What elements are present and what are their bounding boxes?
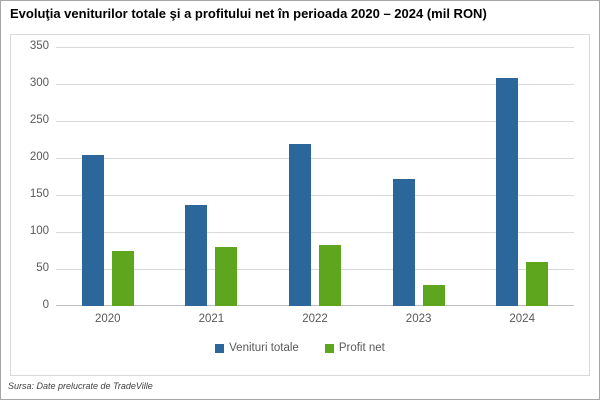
bar-profit-2021: [215, 246, 238, 306]
gridline-100: [56, 232, 574, 233]
y-tick-label-200: 200: [29, 151, 49, 163]
legend-item-venituri: Venituri totale: [215, 342, 299, 354]
y-axis: 0 50 100 150 200 250 300 350: [11, 40, 49, 311]
legend-label-venituri: Venituri totale: [229, 342, 299, 354]
bar-profit-2022: [319, 244, 341, 306]
bar-venituri-2024: [496, 78, 519, 306]
bar-venituri-2020: [81, 155, 104, 306]
chart-title: Evoluţia veniturilor totale şi a profitu…: [10, 6, 487, 21]
bar-profit-2020: [111, 250, 134, 306]
gridline-300: [56, 84, 574, 85]
gridline-50: [56, 269, 574, 270]
y-tick-label-150: 150: [29, 188, 49, 200]
legend-item-profit: Profit net: [324, 342, 385, 354]
legend: Venituri totale Profit net: [11, 342, 589, 354]
venituri-swatch-icon: [215, 343, 225, 353]
bar-profit-2023: [422, 284, 445, 306]
bar-profit-2024: [526, 261, 549, 306]
bar-venituri-2022: [289, 143, 311, 306]
legend-label-profit: Profit net: [338, 342, 385, 354]
y-tick-label-0: 0: [42, 299, 49, 311]
x-tick-label-2024: 2024: [509, 313, 535, 325]
y-tick-label-250: 250: [29, 114, 49, 126]
chart-area: 0 50 100 150 200 250 300 350 2020 2021 2022 2023 20…: [10, 34, 590, 376]
x-tick-label-2023: 2023: [405, 313, 432, 325]
x-tick-label-2022: 2022: [302, 313, 328, 325]
y-tick-label-100: 100: [29, 225, 49, 237]
y-tick-label-50: 50: [36, 262, 49, 274]
gridline-150: [56, 195, 574, 196]
y-tick-label-350: 350: [29, 40, 49, 52]
gridline-350: [56, 47, 574, 48]
bar-venituri-2021: [185, 204, 208, 306]
source-note: Sursa: Date prelucrate de TradeVille: [8, 381, 153, 391]
profit-swatch-icon: [324, 343, 334, 353]
x-tick-label-2021: 2021: [198, 313, 225, 325]
gridline-200: [56, 158, 574, 159]
gridline-250: [56, 121, 574, 122]
plot-area: [56, 47, 574, 306]
x-tick-label-2020: 2020: [95, 313, 121, 325]
y-tick-label-300: 300: [29, 77, 49, 89]
bar-venituri-2023: [392, 179, 415, 306]
gridline-0: [56, 305, 574, 306]
